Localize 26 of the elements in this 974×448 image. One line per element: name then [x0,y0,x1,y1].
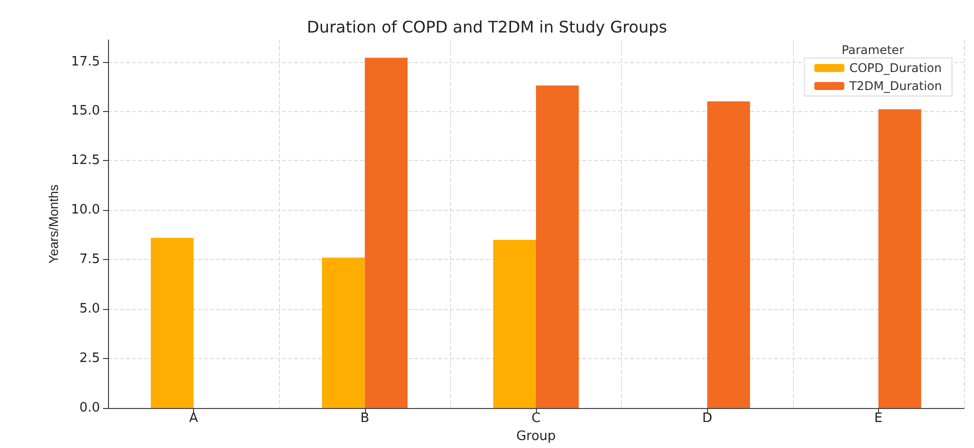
y-axis-title: Years/Months [46,184,62,264]
x-tick-label: E [874,411,883,426]
y-tick-label: 7.5 [79,252,100,268]
legend-label: COPD_Duration [849,61,942,75]
y-tick-label: 17.5 [71,54,100,70]
legend-title: Parameter [842,43,904,57]
y-tick-label: 12.5 [71,153,100,168]
bar [536,86,579,408]
y-tick-label: 2.5 [79,351,100,366]
y-tick-label: 5.0 [79,302,100,317]
x-axis-title: Group [516,428,556,444]
x-tick-label: D [702,411,712,426]
chart-title: Duration of COPD and T2DM in Study Groups [306,18,668,36]
bar [878,109,922,408]
legend-label: T2DM_Duration [848,79,942,93]
bar [150,238,194,408]
bar [364,58,408,408]
bar [707,101,750,408]
x-tick-label: B [360,411,370,426]
x-tick-label: C [531,411,541,426]
y-tick-label: 0.0 [79,400,100,416]
y-tick-label: 10.0 [71,202,100,218]
bar [493,240,536,408]
x-tick-label: A [189,411,198,426]
bar [322,258,365,408]
y-tick-label: 15.0 [71,104,100,119]
